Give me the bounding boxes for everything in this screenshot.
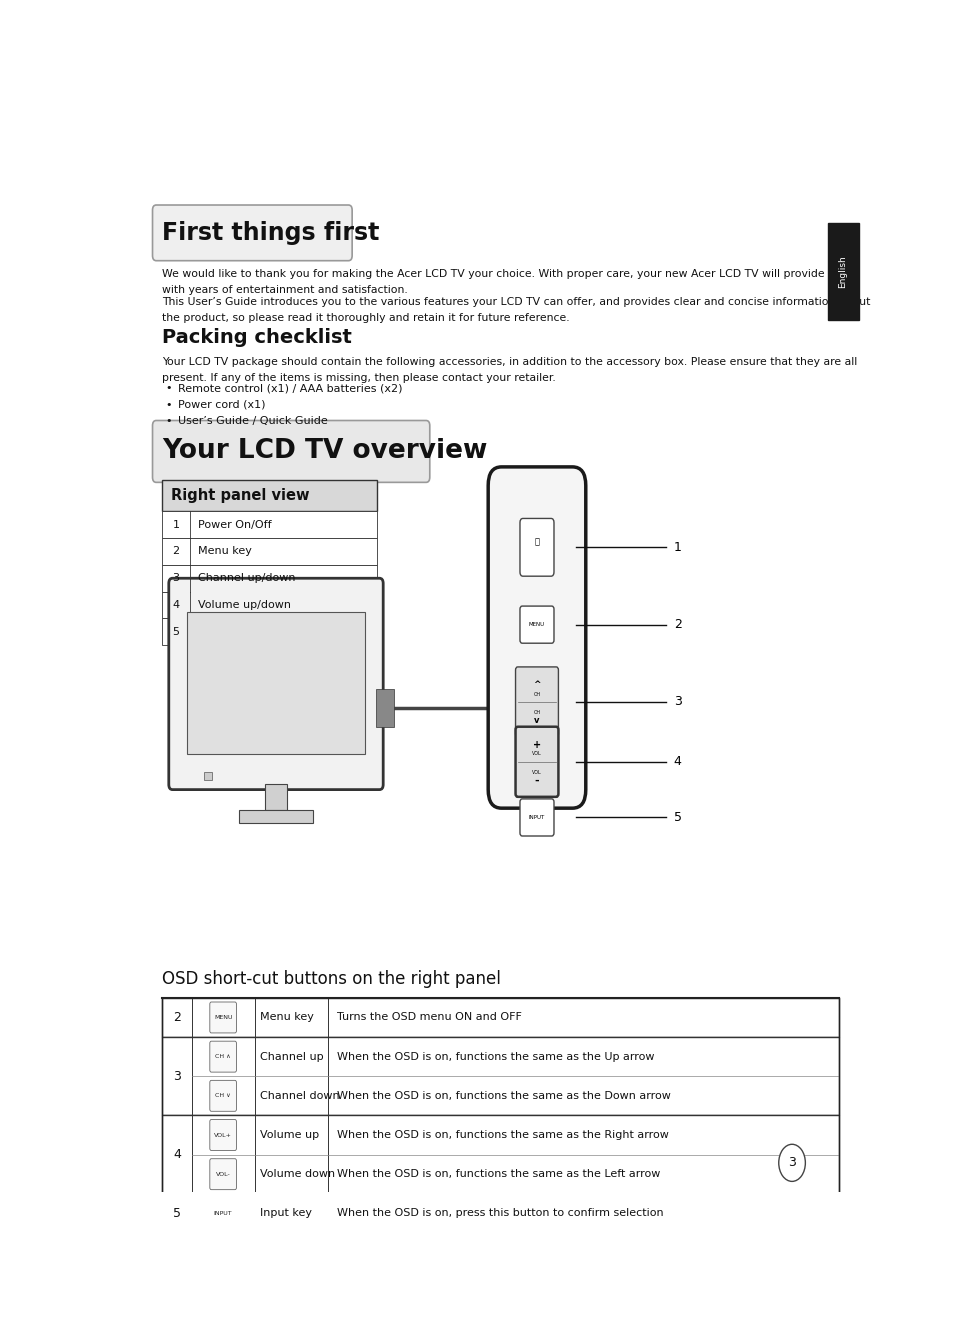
Text: 3: 3 [172,573,179,584]
Bar [162,619,376,645]
Bar [239,810,313,822]
Text: Channel up: Channel up [260,1051,324,1062]
Text: VOL: VOL [532,770,541,775]
FancyBboxPatch shape [210,1158,236,1189]
FancyBboxPatch shape [210,1198,236,1229]
Text: INPUT: INPUT [528,815,544,819]
FancyBboxPatch shape [210,1002,236,1032]
Text: When the OSD is on, functions the same as the Right arrow: When the OSD is on, functions the same a… [337,1130,669,1139]
Text: When the OSD is on, press this button to confirm selection: When the OSD is on, press this button to… [337,1208,663,1218]
Text: present. If any of the items is missing, then please contact your retailer.: present. If any of the items is missing,… [162,374,556,383]
Text: We would like to thank you for making the Acer LCD TV your choice. With proper c: We would like to thank you for making th… [162,269,847,279]
Text: Packing checklist: Packing checklist [162,328,352,347]
Text: 3: 3 [172,1070,181,1083]
Bar [162,998,838,1036]
Text: Volume up/down: Volume up/down [197,600,291,611]
FancyBboxPatch shape [152,420,429,482]
Text: Power On/Off: Power On/Off [197,520,271,530]
FancyBboxPatch shape [488,467,585,809]
Bar [187,612,364,754]
Text: v: v [534,715,539,724]
Text: ⏻: ⏻ [534,538,538,546]
Text: Input key: Input key [197,627,250,637]
Text: Remote control (x1) / AAA batteries (x2): Remote control (x1) / AAA batteries (x2) [178,383,402,394]
Bar [162,1115,838,1194]
Text: Your LCD TV overview: Your LCD TV overview [162,438,487,465]
Text: When the OSD is on, functions the same as the Left arrow: When the OSD is on, functions the same a… [337,1169,660,1180]
Text: 4: 4 [172,1148,181,1161]
Text: OSD short-cut buttons on the right panel: OSD short-cut buttons on the right panel [162,969,500,988]
Bar [265,785,287,810]
Text: User’s Guide / Quick Guide: User’s Guide / Quick Guide [178,416,328,426]
Text: Right panel view: Right panel view [171,489,309,503]
FancyBboxPatch shape [210,1042,236,1073]
Text: 1: 1 [172,520,179,530]
Text: VOL: VOL [532,751,541,757]
Text: INPUT: INPUT [213,1210,233,1216]
Text: 3: 3 [787,1157,795,1169]
Text: Volume down: Volume down [260,1169,335,1180]
Text: VOL+: VOL+ [214,1133,232,1138]
Text: 5: 5 [673,811,681,823]
FancyBboxPatch shape [152,205,352,261]
Text: 2: 2 [172,546,179,557]
FancyBboxPatch shape [210,1119,236,1150]
Text: CH ∧: CH ∧ [215,1054,231,1059]
Bar [162,511,376,538]
FancyBboxPatch shape [210,1081,236,1111]
Text: CH ∨: CH ∨ [215,1094,231,1098]
Text: 5: 5 [172,1206,181,1220]
Text: MENU: MENU [528,623,544,627]
Text: 4: 4 [673,755,681,769]
Bar [162,1194,838,1233]
FancyBboxPatch shape [519,799,554,836]
Text: Volume up: Volume up [260,1130,319,1139]
Text: +: + [533,739,540,750]
FancyBboxPatch shape [515,667,558,736]
Text: ^: ^ [533,680,540,690]
FancyBboxPatch shape [519,518,554,576]
Bar [203,773,213,781]
Text: CH: CH [533,692,540,696]
Bar [162,1036,838,1115]
Text: Channel up/down: Channel up/down [197,573,294,584]
Bar [162,592,376,619]
Text: English: English [838,256,846,288]
FancyBboxPatch shape [826,222,858,320]
Text: Power cord (x1): Power cord (x1) [178,400,266,410]
Bar [162,538,376,565]
Text: •: • [166,383,172,394]
Text: First things first: First things first [162,221,379,245]
Bar [162,481,376,511]
Text: When the OSD is on, functions the same as the Up arrow: When the OSD is on, functions the same a… [337,1051,654,1062]
FancyBboxPatch shape [519,607,554,643]
Text: VOL-: VOL- [215,1172,231,1177]
FancyBboxPatch shape [169,578,383,790]
Text: When the OSD is on, functions the same as the Down arrow: When the OSD is on, functions the same a… [337,1091,671,1101]
Text: Turns the OSD menu ON and OFF: Turns the OSD menu ON and OFF [337,1012,521,1023]
Text: 5: 5 [172,627,179,637]
FancyBboxPatch shape [515,727,558,797]
Text: This User’s Guide introduces you to the various features your LCD TV can offer, : This User’s Guide introduces you to the … [162,297,869,307]
Text: 2: 2 [172,1011,181,1024]
Text: Channel down: Channel down [260,1091,339,1101]
Text: 1: 1 [673,541,681,554]
Text: CH: CH [533,711,540,715]
Text: Input key: Input key [260,1208,313,1218]
Text: •: • [166,416,172,426]
Text: 4: 4 [172,600,179,611]
Text: -: - [534,777,538,786]
Bar [162,565,376,592]
Text: MENU: MENU [213,1015,233,1020]
Text: 2: 2 [673,619,681,631]
Text: Your LCD TV package should contain the following accessories, in addition to the: Your LCD TV package should contain the f… [162,356,857,367]
Bar [375,690,394,727]
Text: Menu key: Menu key [260,1012,314,1023]
Text: the product, so please read it thoroughly and retain it for future reference.: the product, so please read it thoroughl… [162,313,569,323]
Text: with years of entertainment and satisfaction.: with years of entertainment and satisfac… [162,285,408,296]
Text: •: • [166,400,172,410]
Text: 3: 3 [673,695,681,708]
Text: Menu key: Menu key [197,546,252,557]
Circle shape [778,1145,804,1181]
